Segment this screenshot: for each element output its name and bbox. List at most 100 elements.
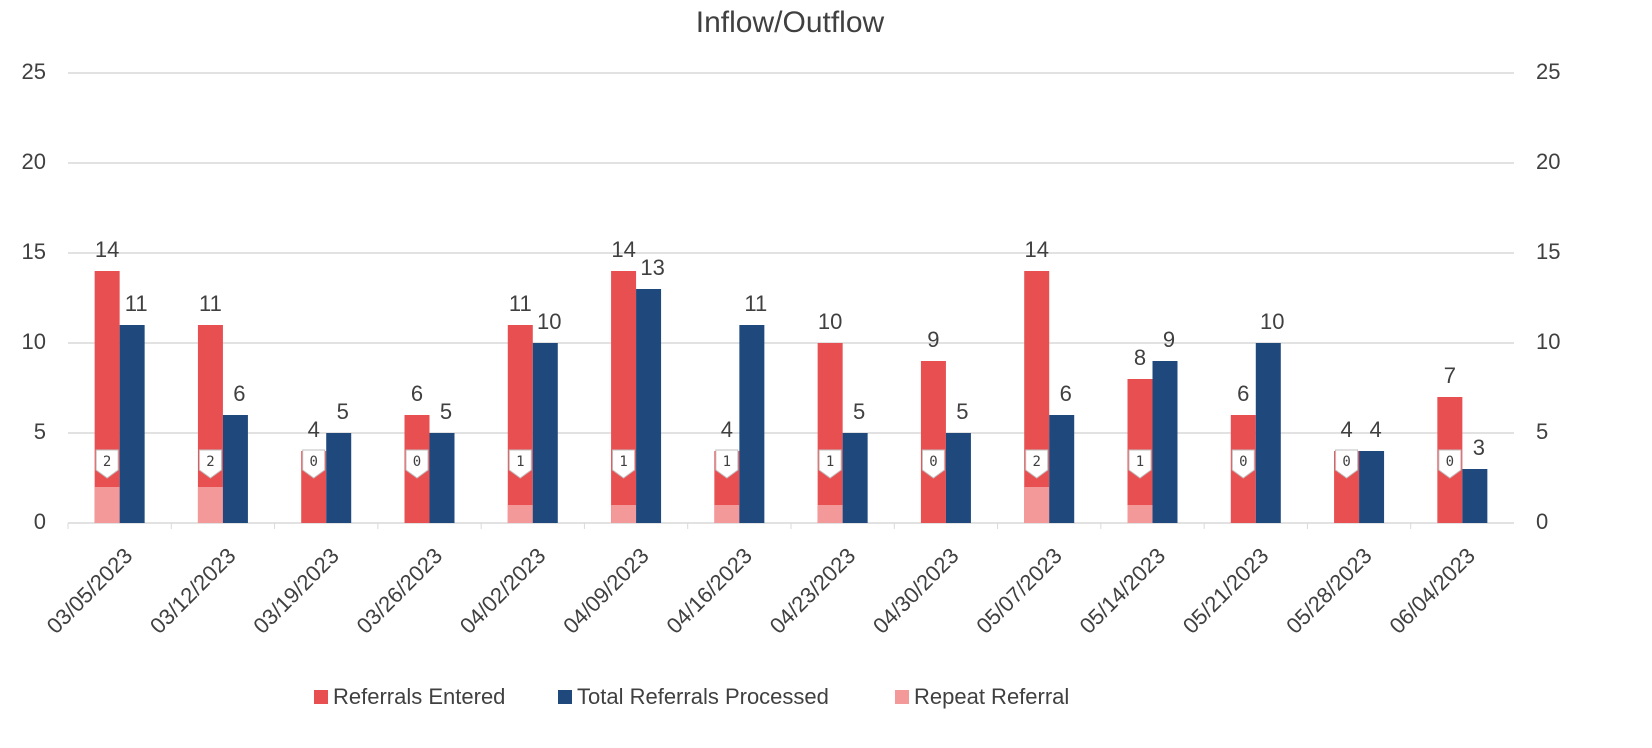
y-tick-label: 20 — [22, 149, 46, 174]
data-label: 5 — [337, 399, 349, 424]
bar — [429, 433, 455, 523]
data-label: 2 — [103, 454, 111, 470]
data-label: 0 — [413, 454, 421, 470]
legend-label: Repeat Referral — [914, 684, 1069, 709]
data-label: 14 — [95, 237, 119, 262]
data-label: 4 — [1340, 417, 1352, 442]
callout — [715, 449, 739, 479]
x-tick-label: 04/30/2023 — [868, 543, 964, 639]
data-label: 1 — [1136, 454, 1144, 470]
bar — [197, 487, 223, 523]
legend-label: Referrals Entered — [333, 684, 505, 709]
data-label: 6 — [1060, 381, 1072, 406]
data-label: 11 — [509, 291, 532, 316]
data-label: 6 — [233, 381, 245, 406]
data-label: 1 — [826, 454, 834, 470]
data-label: 0 — [1446, 454, 1454, 470]
bar — [1049, 415, 1075, 523]
data-label: 3 — [1473, 435, 1485, 460]
data-label: 0 — [929, 454, 937, 470]
x-tick-label: 04/09/2023 — [558, 543, 654, 639]
bar — [1024, 487, 1050, 523]
data-label: 14 — [1024, 237, 1048, 262]
bar — [532, 343, 558, 523]
data-label: 0 — [309, 454, 317, 470]
data-label: 7 — [1444, 363, 1456, 388]
bar — [507, 325, 533, 523]
bar — [1152, 361, 1178, 523]
data-label: 13 — [640, 255, 664, 280]
bar — [507, 505, 533, 523]
x-tick-label: 03/05/2023 — [42, 543, 138, 639]
bar — [611, 271, 637, 523]
bar — [611, 505, 637, 523]
x-tick-label: 03/26/2023 — [352, 543, 448, 639]
bar — [119, 325, 145, 523]
data-label: 14 — [611, 237, 635, 262]
x-tick-label: 05/07/2023 — [971, 543, 1067, 639]
data-label: 2 — [206, 454, 214, 470]
data-label: 4 — [308, 417, 320, 442]
bar — [1024, 271, 1050, 523]
bar — [636, 289, 662, 523]
y2-tick-label: 20 — [1536, 149, 1560, 174]
y2-tick-label: 5 — [1536, 419, 1548, 444]
bar — [842, 433, 868, 523]
data-label: 5 — [853, 399, 865, 424]
bar — [94, 271, 120, 523]
callout — [818, 449, 842, 479]
callout — [921, 449, 945, 479]
bar — [94, 487, 120, 523]
data-label: 9 — [1163, 327, 1175, 352]
data-label: 9 — [927, 327, 939, 352]
data-label: 0 — [1239, 454, 1247, 470]
y2-tick-label: 25 — [1536, 59, 1560, 84]
data-label: 10 — [1260, 309, 1284, 334]
data-label: 5 — [956, 399, 968, 424]
y-tick-label: 0 — [34, 509, 46, 534]
x-tick-label: 03/19/2023 — [248, 543, 344, 639]
callout — [612, 449, 636, 479]
data-label: 6 — [1237, 381, 1249, 406]
data-label: 8 — [1134, 345, 1146, 370]
data-label: 4 — [721, 417, 733, 442]
y-tick-label: 5 — [34, 419, 46, 444]
x-tick-label: 04/16/2023 — [661, 543, 757, 639]
callout — [1335, 449, 1359, 479]
callout — [198, 449, 222, 479]
legend-swatch — [895, 690, 909, 704]
data-label: 1 — [516, 454, 524, 470]
bar — [920, 361, 946, 523]
y-tick-label: 15 — [22, 239, 46, 264]
y2-tick-label: 0 — [1536, 509, 1548, 534]
data-label: 11 — [744, 291, 767, 316]
x-tick-label: 04/23/2023 — [765, 543, 861, 639]
x-tick-label: 05/28/2023 — [1281, 543, 1377, 639]
bar — [1255, 343, 1281, 523]
chart-title: Inflow/Outflow — [696, 6, 885, 39]
bar — [817, 343, 843, 523]
legend-label: Total Referrals Processed — [577, 684, 829, 709]
bar — [739, 325, 765, 523]
data-label: 5 — [440, 399, 452, 424]
bar — [222, 415, 248, 523]
x-tick-label: 05/21/2023 — [1178, 543, 1274, 639]
y2-tick-label: 15 — [1536, 239, 1560, 264]
y-tick-label: 25 — [22, 59, 46, 84]
data-label: 1 — [723, 454, 731, 470]
x-tick-label: 03/12/2023 — [145, 543, 241, 639]
y2-tick-label: 10 — [1536, 329, 1560, 354]
callout — [1438, 449, 1462, 479]
callout — [405, 449, 429, 479]
bar — [326, 433, 352, 523]
callout — [1128, 449, 1152, 479]
data-label: 11 — [125, 291, 148, 316]
callout — [1231, 449, 1255, 479]
data-label: 11 — [199, 291, 222, 316]
bar — [1462, 469, 1488, 523]
bar — [945, 433, 971, 523]
data-label: 6 — [411, 381, 423, 406]
data-label: 10 — [537, 309, 561, 334]
data-label: 4 — [1369, 417, 1381, 442]
